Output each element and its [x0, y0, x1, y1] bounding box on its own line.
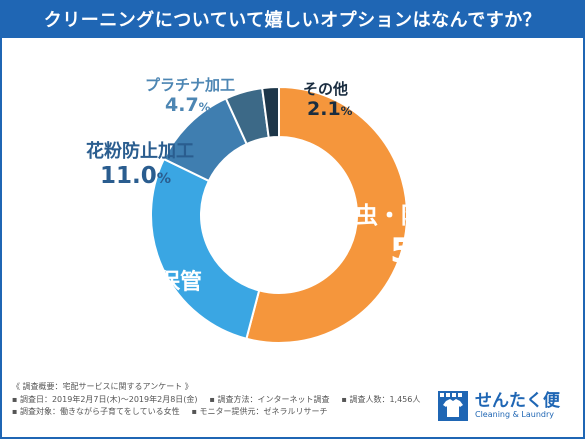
donut-chart [150, 85, 408, 344]
slice-chouki [150, 157, 261, 340]
label-chouki-value: 28.1% [100, 298, 184, 329]
label-boushu: 防虫・防カビ加工 54.1% [332, 203, 516, 271]
label-chouki: 長期間保管 28.1% [92, 270, 203, 329]
survey-period: ▪ 調査日：2019年2月7日(木)～2019年2月8日(金) [12, 395, 198, 404]
chart-title: クリーニングについていて嬉しいオプションはなんですか？ [0, 0, 585, 38]
label-platina-name: プラチナ加工 [145, 76, 236, 94]
label-kafun-value: 11.0% [100, 163, 172, 189]
label-kafun: 花粉防止加工 11.0% [86, 143, 194, 188]
label-platina-value: 4.7% [165, 94, 211, 116]
label-other-name: その他 [303, 80, 349, 98]
label-chouki-name: 長期間保管 [92, 270, 203, 295]
shirt-logo-icon [438, 391, 468, 421]
label-boushu-name: 防虫・防カビ加工 [332, 203, 516, 229]
logo-name: せんたく便 [475, 391, 560, 411]
logo-subtitle: Cleaning & Laundry [475, 410, 554, 419]
survey-summary: 《 調査概要：宅配サービスに関するアンケート 》 ▪ 調査日：2019年2月7日… [12, 381, 432, 418]
label-boushu-value: 54.1% [390, 231, 496, 271]
survey-count: ▪ 調査人数：1,456人 [341, 395, 421, 404]
label-platina: プラチナ加工 4.7% [145, 78, 235, 115]
survey-title: 《 調査概要：宅配サービスに関するアンケート 》 [12, 382, 193, 391]
label-other-value: 2.1% [307, 98, 353, 120]
label-other: その他 2.1% [303, 82, 352, 119]
survey-target: ▪ 調査対象：働きながら子育てをしている女性 [12, 407, 180, 416]
slice-other [261, 85, 280, 139]
slice-boushu [245, 85, 408, 344]
label-kafun-name: 花粉防止加工 [86, 141, 194, 162]
survey-provider: ▪ モニター提供元：ゼネラルリサーチ [191, 407, 328, 416]
brand-logo: せんたく便 Cleaning & Laundry [437, 385, 577, 427]
survey-method: ▪ 調査方法：インターネット調査 [209, 395, 330, 404]
